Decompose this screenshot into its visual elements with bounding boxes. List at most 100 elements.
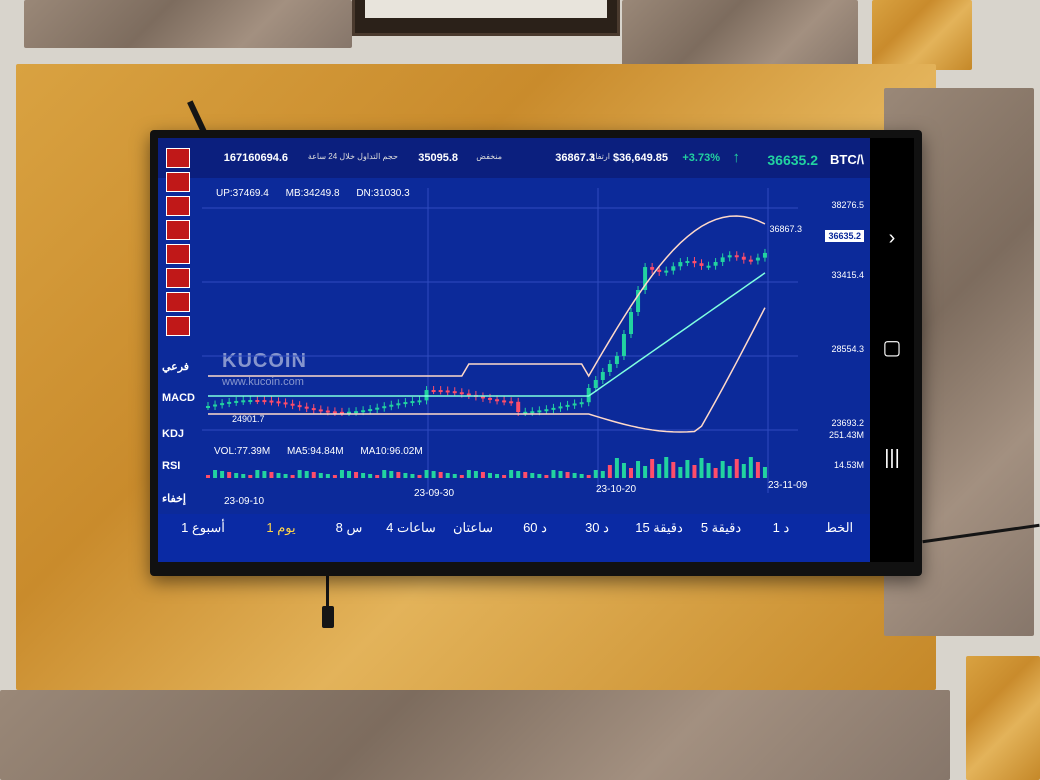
candle-body (727, 255, 732, 258)
volume-bar (375, 475, 380, 478)
volume-bar (600, 471, 605, 478)
candle-body (389, 404, 394, 407)
candle-body (255, 400, 260, 403)
x-tick: 23-09-30 (414, 488, 455, 499)
change-percent: +3.73% (682, 152, 720, 164)
candle-body (382, 406, 387, 409)
candle-body (375, 407, 380, 410)
candle-body (523, 411, 528, 414)
rsi-label[interactable]: RSI (162, 460, 181, 472)
candle-body (741, 256, 746, 260)
timeframe-1w[interactable]: 1 أسبوع (181, 520, 225, 535)
android-icon[interactable] (166, 220, 190, 240)
timeframe-8h[interactable]: 8 س (335, 520, 363, 535)
vol-value: VOL:77.39M (214, 446, 271, 457)
app-icon[interactable] (166, 148, 190, 168)
candle-body (537, 410, 542, 413)
volume-bar (297, 470, 302, 478)
volume-bar (607, 465, 612, 478)
candle-body (516, 401, 521, 412)
candle-body (636, 290, 641, 312)
candle-body (530, 411, 535, 414)
volume-bar (368, 474, 373, 478)
low-value: 35095.8 (418, 152, 458, 164)
volume-bar (311, 472, 316, 478)
wall-tile (24, 0, 352, 48)
android-nav-bar: › ▢ ||| (870, 138, 914, 562)
boll-mid-line (208, 272, 766, 397)
candle-body (678, 262, 683, 267)
volume-bar (248, 475, 253, 478)
candle-body (762, 252, 767, 258)
volume-bar (579, 474, 584, 478)
recents-icon[interactable]: ||| (884, 447, 900, 469)
volume-bar (276, 473, 281, 478)
timeframe-4h[interactable]: 4 ساعات (386, 520, 436, 535)
candle-body (459, 392, 464, 395)
kdj-label[interactable]: KDJ (162, 428, 185, 440)
av-icon[interactable] (166, 316, 190, 336)
timeframe-30m[interactable]: 30 د (585, 520, 609, 535)
candle-body (220, 403, 225, 406)
app-icon[interactable] (166, 292, 190, 312)
vol-ma10: MA10:96.02M (360, 446, 423, 457)
volume-bar (473, 471, 478, 478)
candle-body (685, 261, 690, 264)
up-arrow-icon: ↑ (732, 149, 741, 166)
timeframe-1d[interactable]: 1 يوم (266, 520, 296, 535)
candle-body (206, 406, 210, 408)
boll-dn: DN:31030.3 (356, 188, 410, 199)
timeframe-2h[interactable]: ساعتان (452, 520, 494, 535)
high-marker: 36867.3 (769, 224, 802, 234)
volume-bar (720, 461, 725, 478)
volume-bar (361, 473, 366, 478)
volume-bar (255, 470, 260, 478)
picture-frame (352, 0, 620, 36)
volume-bar (509, 470, 514, 478)
timeframe-5m[interactable]: 5 دقيقة (700, 520, 742, 535)
volume-label: حجم التداول خلال 24 ساعة (307, 152, 398, 161)
timeframe-15m[interactable]: 15 دقيقة (635, 520, 683, 535)
timeframe-line[interactable]: الخط (824, 520, 854, 535)
app-icon[interactable] (166, 268, 190, 288)
hide-label[interactable]: إخفاء (162, 493, 186, 505)
trading-pair[interactable]: BTC/\ (830, 152, 864, 167)
wifi-icon[interactable] (166, 196, 190, 216)
candle-body (431, 390, 436, 393)
app-icon[interactable] (166, 244, 190, 264)
candle-body (600, 372, 605, 380)
volume-bar (755, 462, 760, 478)
volume-bar (657, 464, 662, 478)
candle-body (495, 399, 500, 402)
app-icon[interactable] (166, 172, 190, 192)
wall-tile (622, 0, 858, 68)
timeframe-1m[interactable]: 1 د (772, 520, 790, 535)
candle-body (621, 334, 626, 356)
candle-body (241, 400, 246, 403)
volume-bar (347, 471, 351, 478)
candlestick-chart[interactable] (158, 138, 870, 514)
volume-bar (241, 474, 246, 478)
volume-bar (516, 471, 521, 478)
volume-bar (262, 471, 267, 478)
candle-body (452, 391, 457, 394)
volume-bar (417, 475, 422, 478)
volume-bar (762, 467, 767, 478)
candle-body (227, 401, 232, 404)
volume-bar (318, 473, 323, 478)
volume-bar (734, 459, 739, 478)
volume-bar (480, 472, 485, 478)
candle-body (706, 265, 711, 268)
candle-body (269, 400, 274, 403)
volume-bar (396, 472, 401, 478)
timeframe-60m[interactable]: 60 د (523, 520, 547, 535)
volume-bar (530, 473, 535, 478)
chevron-right-icon[interactable]: › (888, 227, 896, 249)
volume-bar (706, 463, 711, 478)
television: BTC/\ 36635.2 ↑ +3.73% $36,649.85 ارتفاع… (150, 130, 922, 576)
macd-label[interactable]: MACD (162, 392, 195, 404)
candle-body (248, 400, 253, 403)
home-icon[interactable]: ▢ (882, 337, 902, 359)
sub-indicator-label[interactable]: فرعي (162, 361, 190, 373)
y-tick: 28554.3 (831, 344, 864, 354)
